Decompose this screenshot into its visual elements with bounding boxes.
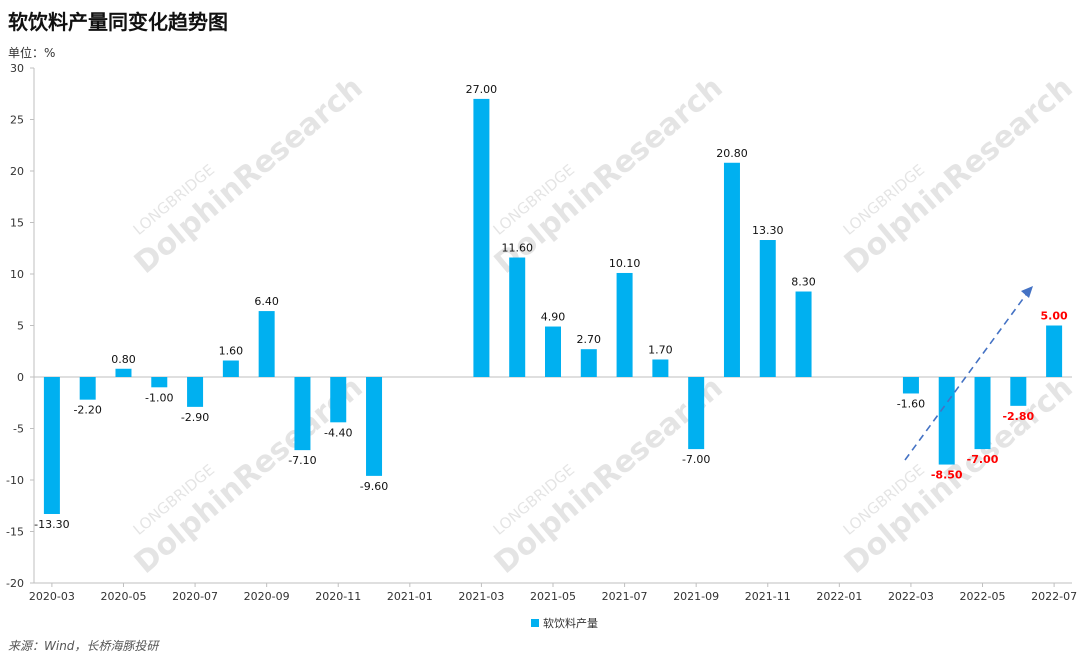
unit-label: 单位：% — [8, 46, 56, 60]
bar — [473, 98, 490, 378]
bar — [258, 311, 275, 377]
y-tick-label: 5 — [17, 320, 24, 333]
x-tick-label: 2020-09 — [244, 590, 290, 603]
data-label: 6.40 — [254, 295, 279, 308]
data-label: -7.00 — [682, 453, 710, 466]
x-tick-label: 2020-03 — [29, 590, 75, 603]
chart-axes: -20 -15 -10 -5 0 5 10 15 20 25 30 2020-03 2020-05 202… — [6, 62, 1077, 603]
y-tick-label: -15 — [6, 526, 24, 539]
x-tick-label: 2021-11 — [745, 590, 791, 603]
y-tick-label: 0 — [17, 371, 24, 384]
bar — [187, 377, 204, 407]
data-label: -13.30 — [34, 518, 69, 531]
x-tick-label: 2022-01 — [816, 590, 862, 603]
bar — [580, 349, 597, 377]
y-tick-label: -10 — [6, 474, 24, 487]
bar — [974, 377, 991, 450]
chart-title: 软饮料产量同变化趋势图 — [8, 10, 228, 34]
bar — [151, 377, 168, 388]
x-tick-label: 2021-09 — [673, 590, 719, 603]
y-tick-label: 20 — [10, 165, 24, 178]
data-label: 20.80 — [716, 147, 748, 160]
watermark-name: DolphinResearch — [128, 70, 370, 281]
x-tick-label: 2022-07 — [1031, 590, 1077, 603]
x-tick-label: 2020-07 — [172, 590, 218, 603]
x-tick-label: 2022-05 — [960, 590, 1006, 603]
x-tick-label: 2021-01 — [387, 590, 433, 603]
trend-arrow-line — [904, 291, 1029, 461]
x-tick-label: 2021-05 — [530, 590, 576, 603]
data-label: 13.30 — [752, 224, 784, 237]
data-label: -1.60 — [897, 397, 925, 410]
data-label: 1.60 — [219, 345, 244, 358]
data-label: 27.00 — [466, 83, 498, 96]
trend-arrow-head — [1021, 286, 1033, 298]
data-label: -9.60 — [360, 480, 388, 493]
x-tick-label: 2020-11 — [315, 590, 361, 603]
data-label: 11.60 — [501, 242, 533, 255]
bar — [545, 326, 561, 377]
bar — [115, 368, 132, 377]
y-tick-label: 25 — [10, 114, 24, 127]
bar — [79, 377, 96, 400]
data-label: 4.90 — [541, 311, 566, 324]
x-tick-label: 2021-07 — [602, 590, 648, 603]
data-labels: -13.30 -2.20 0.80 -1.00 -2.90 1.60 6.40 -7.10 -4… — [34, 83, 1068, 531]
y-tick-label: 10 — [10, 268, 24, 281]
data-label: -7.00 — [967, 453, 999, 466]
bar — [222, 360, 239, 377]
source-note: 来源：Wind，长桥海豚投研 — [8, 639, 159, 653]
x-tick-label: 2020-05 — [100, 590, 146, 603]
data-label: 5.00 — [1041, 310, 1068, 323]
bar — [366, 377, 383, 476]
data-label: 0.80 — [111, 353, 136, 366]
data-label: -1.00 — [145, 391, 173, 404]
x-tick-label: 2021-03 — [458, 590, 504, 603]
y-tick-label: -5 — [13, 423, 24, 436]
data-label: -2.20 — [73, 404, 101, 417]
data-label: -7.10 — [288, 454, 316, 467]
data-label: 10.10 — [609, 257, 641, 270]
data-label: 2.70 — [577, 333, 602, 346]
data-label: -8.50 — [931, 469, 963, 482]
bar — [652, 359, 669, 377]
bar — [43, 377, 60, 514]
bar — [1046, 325, 1063, 377]
bar — [938, 377, 955, 465]
bar — [902, 377, 919, 394]
bar — [509, 257, 526, 377]
bar — [616, 272, 633, 377]
trend-annotation — [904, 286, 1033, 461]
data-label: 1.70 — [648, 343, 673, 356]
data-label: 8.30 — [791, 276, 816, 289]
data-label: -2.80 — [1002, 410, 1034, 423]
bar — [759, 240, 776, 377]
bar — [795, 291, 812, 377]
legend-swatch — [531, 619, 539, 627]
data-label: -2.90 — [181, 411, 209, 424]
bar — [688, 377, 705, 450]
bar — [294, 377, 311, 451]
bar-series — [43, 98, 1063, 514]
y-tick-label: 30 — [10, 62, 24, 75]
y-tick-label: -20 — [6, 577, 24, 590]
bar — [330, 377, 347, 423]
y-tick-label: 15 — [10, 217, 24, 230]
legend: 软饮料产量 — [531, 616, 598, 630]
bar — [723, 162, 740, 377]
data-label: -4.40 — [324, 426, 352, 439]
watermark-name: DolphinResearch — [838, 70, 1080, 281]
bar — [1010, 377, 1027, 406]
x-tick-label: 2022-03 — [888, 590, 934, 603]
legend-label: 软饮料产量 — [543, 616, 598, 630]
